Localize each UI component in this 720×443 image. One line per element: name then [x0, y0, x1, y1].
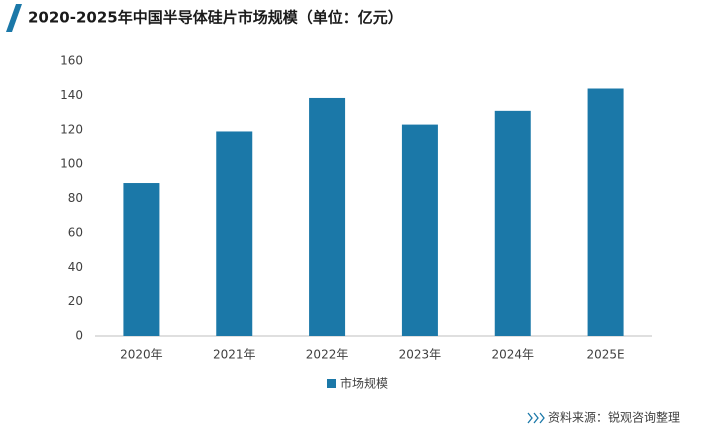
- bar: [309, 97, 346, 336]
- x-tick-label: 2024年: [491, 348, 534, 362]
- y-tick-label: 20: [68, 294, 83, 308]
- bar: [587, 88, 624, 336]
- y-tick-label: 160: [60, 54, 83, 68]
- y-tick-label: 0: [75, 329, 83, 343]
- chart-title: 2020-2025年中国半导体硅片市场规模（单位：亿元）: [28, 9, 403, 27]
- title-accent: [6, 4, 22, 32]
- y-tick-label: 80: [68, 191, 83, 205]
- bar: [216, 131, 253, 336]
- source-chevrons: [527, 412, 545, 424]
- y-tick-label: 100: [60, 157, 83, 171]
- y-tick-label: 60: [68, 225, 83, 239]
- source-note: 资料来源：锐观咨询整理: [548, 410, 680, 425]
- x-tick-label: 2022年: [306, 348, 349, 362]
- legend-label: 市场规模: [340, 376, 388, 391]
- bar: [123, 183, 160, 336]
- y-tick-label: 120: [60, 122, 83, 136]
- x-tick-label: 2023年: [399, 348, 442, 362]
- bar: [494, 110, 531, 336]
- x-tick-label: 2025E: [587, 348, 625, 362]
- y-tick-label: 40: [68, 260, 83, 274]
- x-tick-label: 2021年: [213, 348, 256, 362]
- x-tick-label: 2020年: [120, 348, 163, 362]
- legend-swatch: [327, 379, 336, 388]
- y-tick-label: 140: [60, 88, 83, 102]
- bar: [401, 124, 438, 336]
